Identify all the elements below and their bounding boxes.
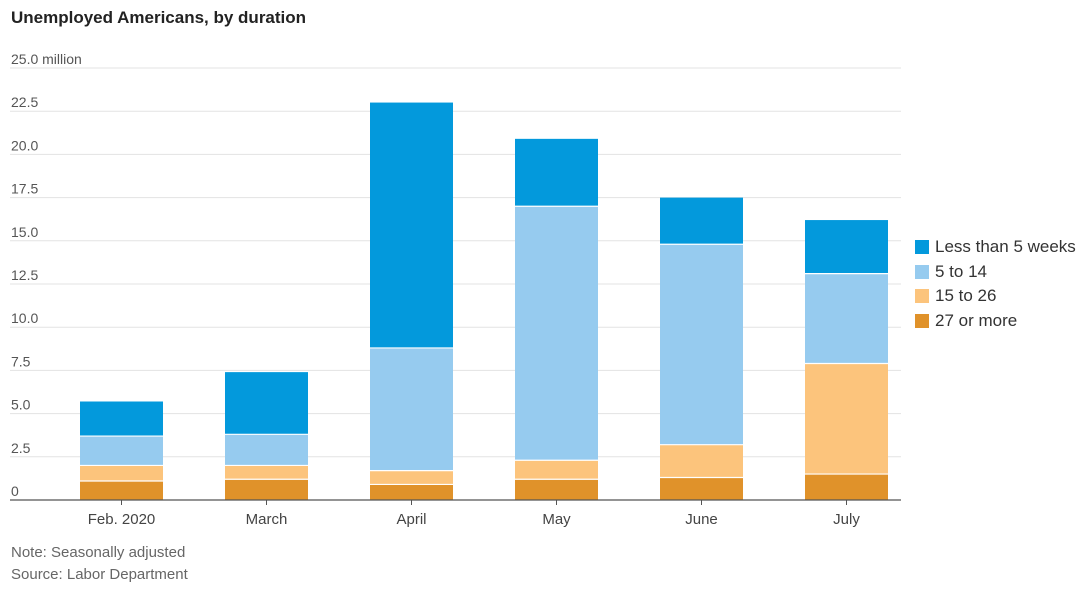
chart-title: Unemployed Americans, by duration	[11, 8, 307, 27]
bar-segment	[515, 460, 598, 480]
legend-label: 5 to 14	[935, 261, 987, 281]
bar-segment	[225, 465, 308, 480]
y-tick-label: 12.5	[11, 267, 38, 283]
y-tick-label: 17.5	[11, 181, 38, 197]
bar-segment	[370, 347, 453, 471]
legend-item: 27 or more	[915, 309, 1076, 334]
bar-segment	[660, 444, 743, 478]
bar-segment	[805, 474, 888, 500]
legend-item: Less than 5 weeks	[915, 235, 1076, 260]
bar-segment	[80, 480, 163, 500]
bar-segment	[370, 470, 453, 485]
chart-note: Note: Seasonally adjusted	[11, 544, 186, 561]
y-tick-label: 20.0	[11, 137, 38, 153]
y-tick-label: 10.0	[11, 310, 38, 326]
bar-segment	[660, 197, 743, 245]
x-tick-label: July	[833, 511, 860, 528]
y-tick-label: 2.5	[11, 440, 31, 456]
bar-segment	[515, 206, 598, 461]
bar-segment	[225, 434, 308, 466]
bar-segment	[370, 484, 453, 500]
bar-segment	[805, 220, 888, 274]
legend-label: Less than 5 weeks	[935, 237, 1076, 257]
legend-swatch	[915, 240, 929, 255]
x-tick-label: April	[396, 511, 426, 528]
x-tick-label: March	[246, 511, 288, 528]
legend-swatch	[915, 289, 929, 304]
legend-item: 15 to 26	[915, 284, 1076, 309]
chart-legend: Less than 5 weeks 5 to 14 15 to 26 27 or mo…	[915, 235, 1076, 333]
y-tick-label: 5.0	[11, 397, 31, 413]
bar-segment	[515, 138, 598, 207]
bar-segment	[660, 244, 743, 445]
legend-item: 5 to 14	[915, 260, 1076, 285]
bar-segment	[805, 363, 888, 475]
bar-segment	[660, 477, 743, 500]
bar-segment	[225, 479, 308, 500]
bar-segment	[225, 372, 308, 435]
bar-segment	[80, 401, 163, 437]
x-tick-label: May	[542, 511, 571, 528]
bar-segment	[805, 273, 888, 364]
bar-segment	[80, 465, 163, 481]
y-tick-label: 22.5	[11, 94, 38, 110]
chart-source: Source: Labor Department	[11, 566, 188, 583]
legend-label: 27 or more	[935, 310, 1018, 330]
legend-label: 15 to 26	[935, 286, 997, 306]
bar-segment	[370, 102, 453, 348]
legend-swatch	[915, 313, 929, 328]
bar-segment	[80, 436, 163, 466]
y-tick-label: 25.0 million	[11, 51, 82, 67]
y-tick-label: 15.0	[11, 224, 38, 240]
x-tick-label: Feb. 2020	[88, 511, 156, 528]
x-tick-label: June	[685, 511, 718, 528]
y-tick-label: 7.5	[11, 353, 31, 369]
bar-segment	[515, 479, 598, 500]
y-tick-label: 0	[11, 483, 19, 499]
legend-swatch	[915, 264, 929, 279]
